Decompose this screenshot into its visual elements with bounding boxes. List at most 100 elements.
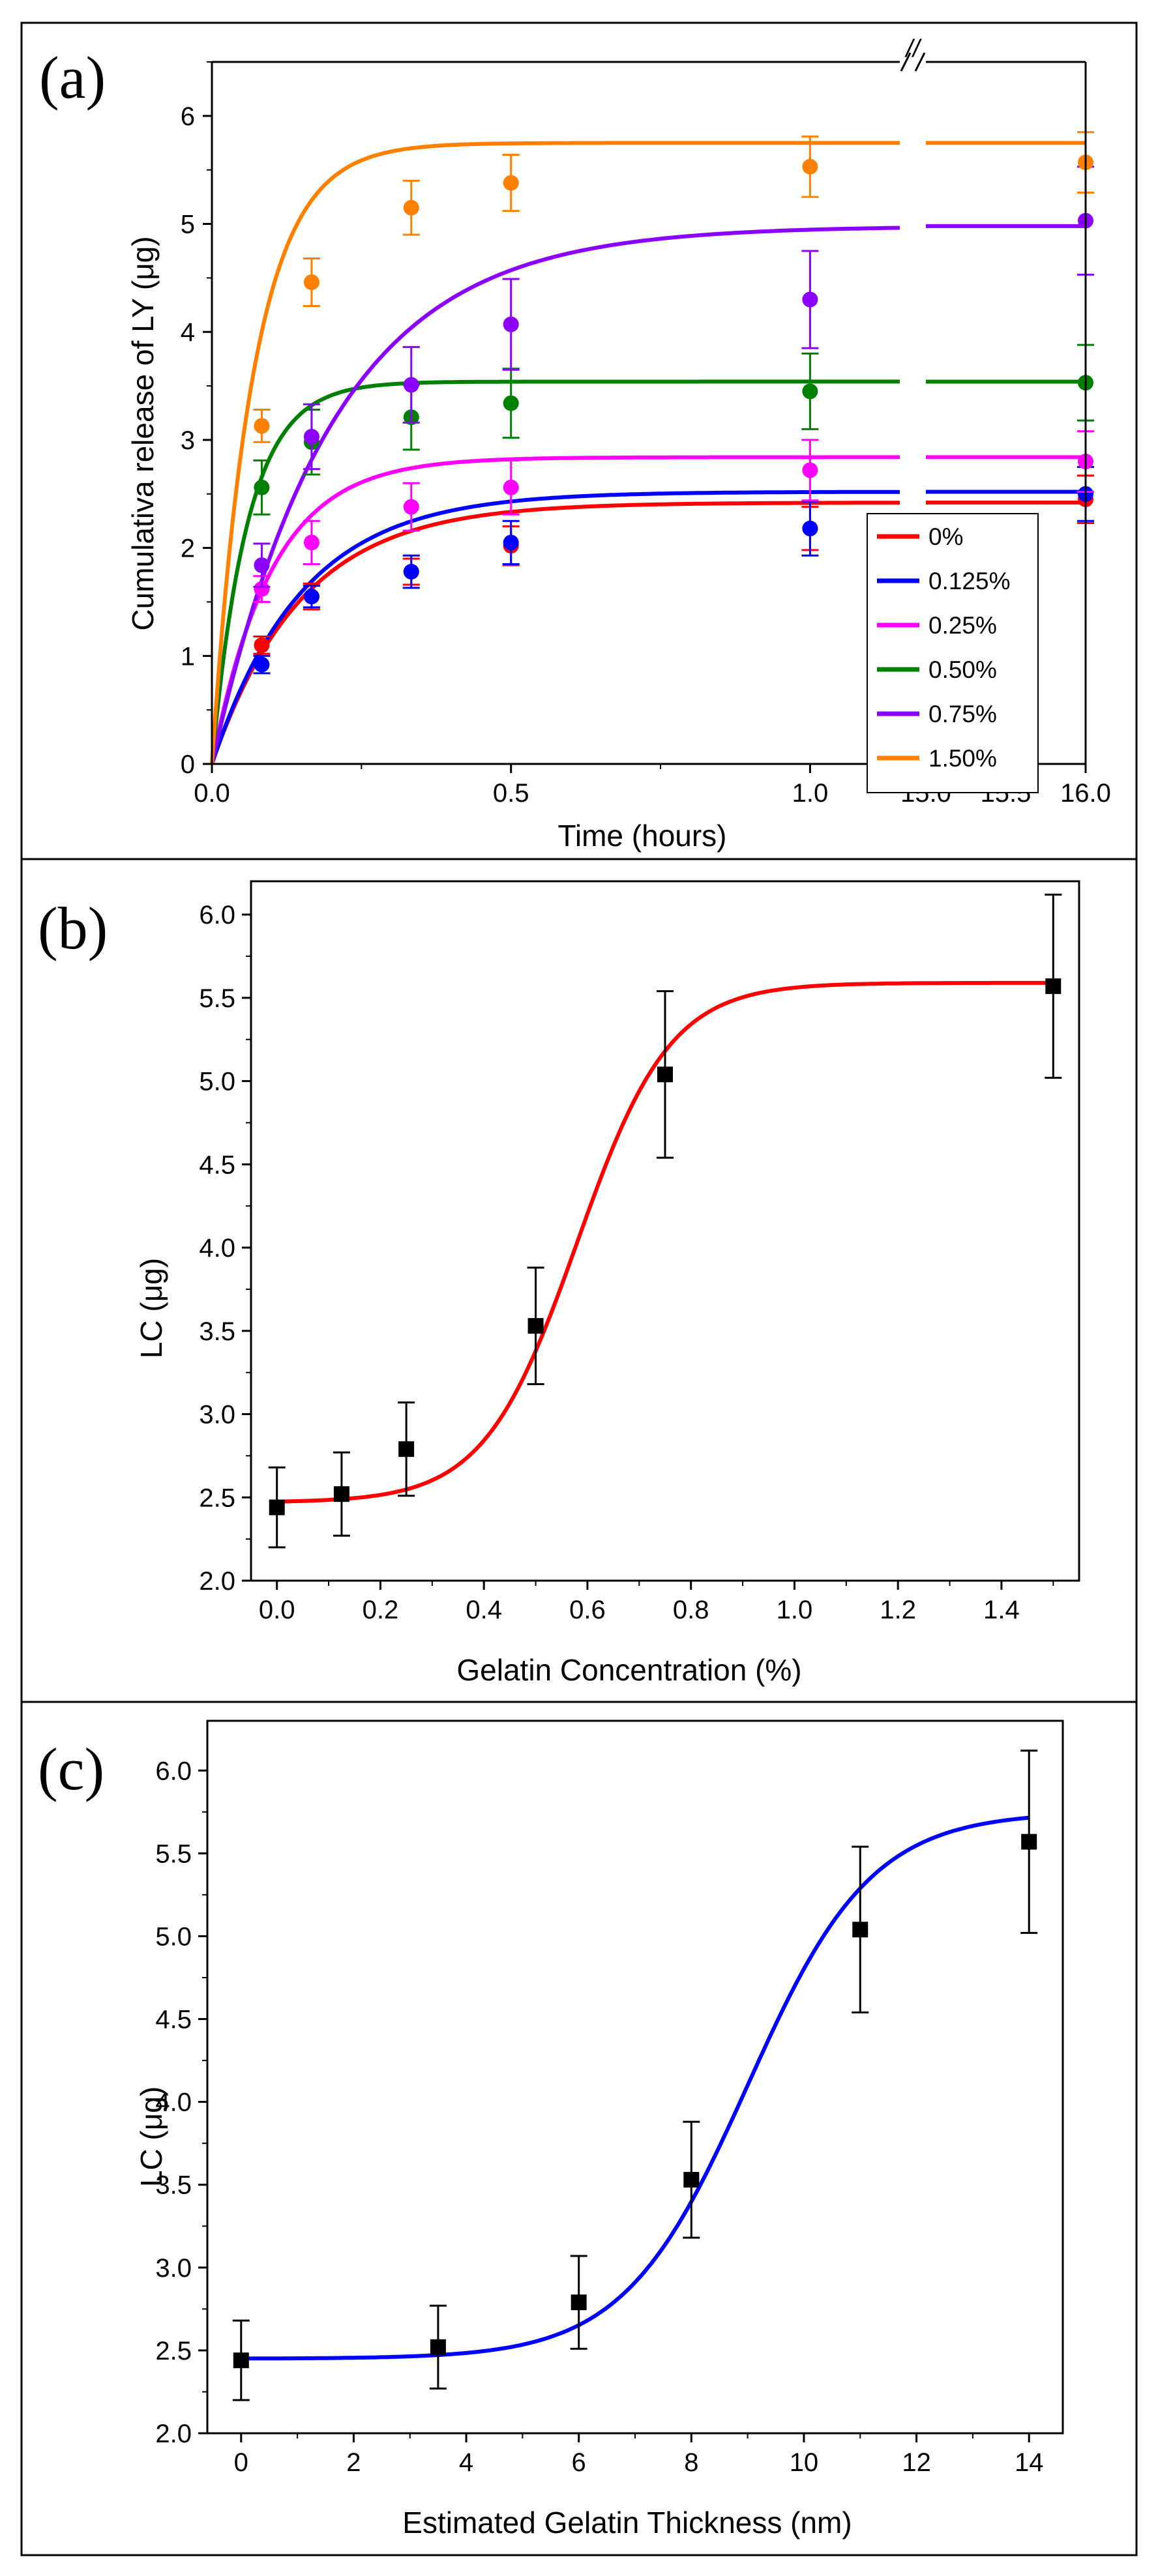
x-tick-label: 0.8 <box>673 1596 709 1624</box>
legend-label-2: 0.25% <box>928 612 997 639</box>
data-point <box>403 377 419 393</box>
panel-b-axes: 2.0 2.5 3.0 3.5 4.0 4.5 5.0 5.5 6.0 0.0 0.2 0.4 0.6 0… <box>199 880 1080 1624</box>
data-point <box>802 462 818 478</box>
figure-frame <box>20 22 1138 2556</box>
data-point <box>802 158 818 175</box>
y-tick-label: 2 <box>181 534 195 563</box>
data-point <box>403 499 419 515</box>
data-point <box>503 175 519 191</box>
data-point <box>571 2294 587 2311</box>
data-point <box>527 1318 544 1334</box>
data-point <box>1045 978 1062 994</box>
data-point <box>403 564 419 580</box>
data-point <box>503 534 519 551</box>
y-tick-label: 1 <box>181 642 195 671</box>
data-point <box>430 2339 446 2355</box>
plot-frame <box>250 880 1080 1582</box>
panel-b-x-axis-label: Gelatin Concentration (%) <box>456 1653 801 1687</box>
y-tick-label: 3.5 <box>155 2171 192 2200</box>
x-tick-label: 0.4 <box>466 1596 502 1624</box>
data-point <box>802 383 818 400</box>
data-point <box>802 291 818 308</box>
x-tick-label: 4 <box>459 2448 473 2477</box>
x-tick-label: 16.0 <box>1060 779 1111 808</box>
y-tick-label: 3.0 <box>155 2254 192 2283</box>
panel-c-fit-curve <box>241 1815 1030 2361</box>
x-tick-label: 1.2 <box>880 1596 916 1624</box>
fit-curve-5 <box>210 141 900 765</box>
y-tick-label: 2.5 <box>155 2337 192 2365</box>
panel-label-b: (b) <box>38 895 108 961</box>
data-point <box>503 316 519 332</box>
panel-b-chart: 2.0 2.5 3.0 3.5 4.0 4.5 5.0 5.5 6.0 0.0 0.2 0.4 0.6 0… <box>134 880 1080 1687</box>
x-tick-label: 0 <box>234 2448 248 2477</box>
panel-c-data-markers <box>232 1749 1038 2401</box>
y-tick-label: 6 <box>181 102 195 131</box>
data-point <box>254 557 270 574</box>
legend-items: 0% 0.125% 0.25% 0.50% 0.75% 1.50% <box>877 523 1011 772</box>
fit-curve-0 <box>210 501 900 765</box>
data-point <box>398 1441 415 1457</box>
legend-box <box>867 513 1039 793</box>
y-tick-label: 5.0 <box>199 1068 235 1096</box>
data-point <box>403 199 419 216</box>
data-point <box>254 418 270 434</box>
panel-c-chart: 2.0 2.5 3.0 3.5 4.0 4.5 5.0 5.5 6.0 0 2 4 6 8 10 12 14 E… <box>134 1720 1064 2539</box>
data-point <box>503 479 519 495</box>
panel-a-fit-curves <box>210 141 1086 765</box>
x-tick-label: 14 <box>1015 2448 1044 2477</box>
legend-label-4: 0.75% <box>928 701 997 727</box>
x-tick-label: 10 <box>790 2448 819 2477</box>
y-tick-label: 3.0 <box>199 1401 235 1429</box>
y-tick-label: 4.0 <box>199 1234 235 1263</box>
data-point <box>303 428 319 445</box>
data-point <box>303 534 319 551</box>
y-tick-label: 4 <box>181 318 195 347</box>
x-tick-label: 0.0 <box>259 1596 295 1624</box>
data-point <box>254 637 270 653</box>
data-point <box>503 395 519 411</box>
y-tick-label: 5 <box>181 211 195 239</box>
panel-label-a: (a) <box>39 44 106 111</box>
fit-curve-2 <box>210 455 900 765</box>
panel-c-axes: 2.0 2.5 3.0 3.5 4.0 4.5 5.0 5.5 6.0 0 2 4 6 8 10 12 14 <box>155 1720 1064 2477</box>
axis-break-label: // <box>904 35 922 63</box>
panel-b-data-markers <box>268 893 1062 1549</box>
legend-label-5: 1.50% <box>928 745 997 772</box>
y-tick-label: 0 <box>181 750 195 779</box>
data-point <box>233 2352 249 2369</box>
panel-a-y-axis-label: Cumulativa release of LY (μg) <box>126 236 160 630</box>
panel-b-y-axis-label: LC (μg) <box>134 1258 168 1358</box>
x-tick-label: 1.0 <box>777 1596 813 1624</box>
legend-label-3: 0.50% <box>928 656 997 683</box>
y-tick-label: 5.5 <box>155 1839 192 1868</box>
sigmoid-fit-curve <box>241 1815 1030 2361</box>
x-tick-label: 0.0 <box>194 779 230 808</box>
y-tick-label: 3.5 <box>199 1317 235 1346</box>
panel-a-legend: 0% 0.125% 0.25% 0.50% 0.75% 1.50% <box>867 513 1039 793</box>
data-point <box>254 479 270 495</box>
y-tick-label: 5.5 <box>199 984 235 1013</box>
x-tick-label: 1.0 <box>792 779 829 808</box>
fit-curve-1 <box>210 490 900 765</box>
axis-break-mark <box>900 52 912 72</box>
y-tick-label: 6.0 <box>155 1757 192 1785</box>
y-tick-label: 2.5 <box>199 1484 235 1512</box>
axis-break-mark <box>914 52 926 72</box>
data-point <box>683 2172 700 2188</box>
data-point <box>303 589 319 605</box>
fit-curve-4 <box>210 226 900 765</box>
y-tick-label: 4.5 <box>155 2006 192 2034</box>
x-tick-label: 12 <box>902 2448 931 2477</box>
data-point <box>1021 1834 1037 1850</box>
x-tick-label: 0.6 <box>569 1596 606 1624</box>
data-point <box>254 581 270 597</box>
y-tick-label: 2.0 <box>199 1567 235 1596</box>
x-tick-label: 6 <box>572 2448 586 2477</box>
data-point <box>303 274 319 291</box>
data-point <box>333 1486 349 1502</box>
panel-c-y-axis-label: LC (μg) <box>134 2086 168 2187</box>
x-tick-label: 2 <box>346 2448 361 2477</box>
